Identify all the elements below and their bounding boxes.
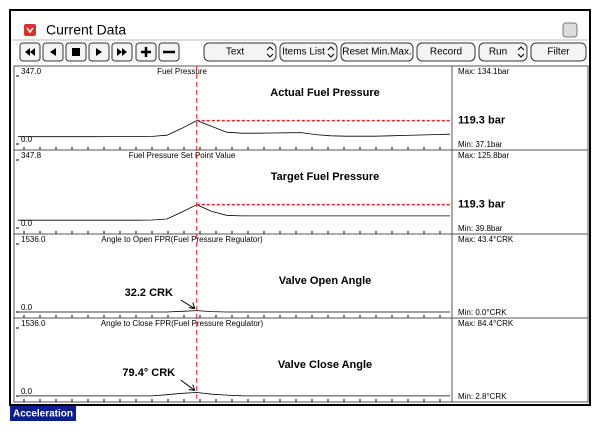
y-tick-label: 1536.0 (21, 235, 46, 244)
toolbar-button[interactable] (279, 42, 338, 62)
panel (13, 65, 589, 151)
y-tick-label: 0.0 (21, 303, 33, 312)
panel (13, 317, 589, 403)
button-label: Run (489, 47, 507, 58)
series-name: Fuel Pressure Set Point Value (129, 151, 236, 160)
panel (13, 233, 589, 319)
min-label: Min: 39.8bar (458, 224, 503, 233)
cursor-arrow (180, 299, 196, 310)
series-line (18, 392, 450, 397)
footer-badge (10, 406, 76, 421)
menu-button[interactable] (562, 22, 578, 38)
annotation: Actual Fuel Pressure (270, 87, 379, 99)
annotation: Target Fuel Pressure (271, 171, 380, 183)
button-label: Text (226, 47, 245, 58)
y-tick-label: 347.8 (21, 151, 42, 160)
min-label: Min: 2.8°CRK (458, 392, 507, 401)
dropdown-arrow (517, 46, 525, 58)
dropdown-arrow (327, 46, 335, 58)
toolbar-button[interactable] (478, 42, 528, 62)
y-tick-label: 0.0 (21, 219, 33, 228)
series-line (18, 120, 451, 138)
max-label: Max: 43.4°CRK (458, 235, 514, 244)
y-tick-label: 0.0 (21, 135, 33, 144)
y-tick-label: 0.0 (21, 387, 33, 396)
toolbar-button[interactable] (416, 42, 476, 62)
cursor-label: 32.2 CRK (125, 287, 173, 299)
cursor-label: 79.4° CRK (122, 367, 175, 379)
series-line (18, 310, 450, 313)
series-name: Fuel Pressure (157, 67, 207, 76)
toolbar-button[interactable] (203, 42, 277, 62)
toolbar-button[interactable] (340, 42, 414, 62)
cursor-label: 119.3 bar (458, 199, 506, 211)
footer-label: Acceleration (13, 409, 73, 420)
y-tick-label: 1536.0 (21, 319, 46, 328)
max-label: Max: 84.4°CRK (458, 319, 514, 328)
max-label: Max: 134.1bar (458, 67, 509, 76)
series-line (18, 204, 450, 221)
playback-controls (19, 42, 180, 62)
annotation: Valve Close Angle (278, 359, 372, 371)
button-label: Filter (547, 47, 570, 58)
min-label: Min: 37.1bar (458, 140, 503, 149)
cursor-arrow (180, 379, 196, 391)
window-icon[interactable] (24, 24, 36, 36)
y-tick-label: 347.0 (21, 67, 42, 76)
cursor-label: 119.3 bar (458, 115, 506, 127)
panel (13, 149, 589, 235)
button-label: Record (430, 47, 462, 58)
button-label: Reset Min.Max. (342, 47, 411, 58)
max-label: Max: 125.8bar (458, 151, 509, 160)
dropdown-arrow (266, 46, 274, 58)
series-name: Angle to Close FPR(Fuel Pressure Regulat… (101, 319, 264, 328)
series-name: Angle to Open FPR(Fuel Pressure Regulato… (101, 235, 263, 244)
window-title: Current Data (46, 22, 126, 38)
toolbar-button[interactable] (530, 42, 587, 62)
annotation: Valve Open Angle (279, 275, 372, 287)
min-label: Min: 0.0°CRK (458, 308, 507, 317)
button-label: Items List (282, 47, 325, 58)
